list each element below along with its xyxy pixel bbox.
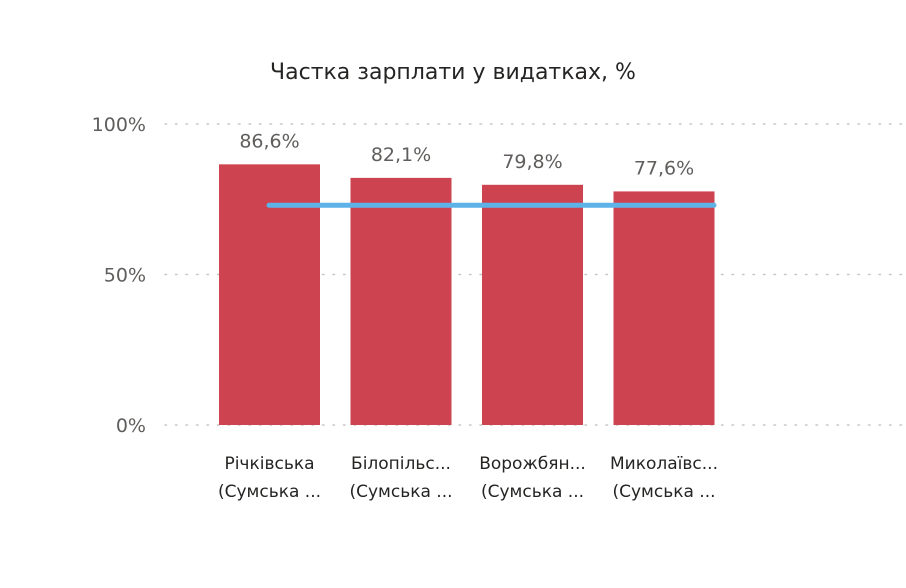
bar[interactable] xyxy=(482,184,583,425)
y-tick-label: 50% xyxy=(104,265,146,287)
y-tick-label: 0% xyxy=(116,415,146,437)
x-tick-label: (Сумська ... xyxy=(349,482,452,502)
x-tick-label: Білопільс... xyxy=(351,454,451,474)
x-tick-label: Миколаївс... xyxy=(610,454,718,474)
bar[interactable] xyxy=(219,164,320,426)
data-label: 82,1% xyxy=(371,144,431,166)
x-tick-label: Річківська xyxy=(224,454,314,474)
y-tick-label: 100% xyxy=(92,114,146,136)
x-tick-label: (Сумська ... xyxy=(612,482,715,502)
x-tick-label: Ворожбян... xyxy=(479,454,586,474)
data-label: 86,6% xyxy=(239,130,299,152)
x-tick-label: (Сумська ... xyxy=(218,482,321,502)
bar[interactable] xyxy=(613,191,715,425)
data-label: 77,6% xyxy=(634,157,694,179)
bar[interactable] xyxy=(350,177,452,425)
x-tick-label: (Сумська ... xyxy=(481,482,584,502)
chart-title: Частка зарплати у видатках, % xyxy=(270,60,636,85)
data-label: 79,8% xyxy=(502,151,562,173)
